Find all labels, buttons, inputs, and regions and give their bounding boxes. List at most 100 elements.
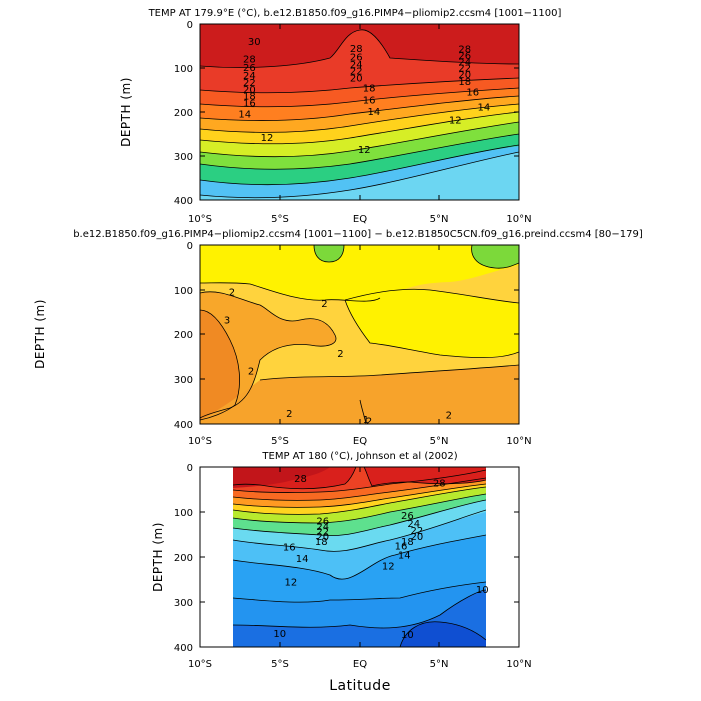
x-tick-label: 10°N — [506, 659, 531, 670]
panel-observed-temp-ylabel: DEPTH (m) — [151, 522, 165, 592]
y-tick-label: 100 — [174, 286, 193, 297]
contour-label: 2 — [366, 416, 372, 427]
panel-difference-y-axis: 0 100 200 300 400 DEPTH (m) — [33, 241, 519, 431]
contour-label: 20 — [350, 74, 363, 85]
contour-label: 10 — [476, 585, 489, 596]
contour-label: 24 — [316, 522, 329, 533]
contour-label: 20 — [458, 70, 471, 81]
x-tick-label: 10°S — [188, 436, 212, 447]
x-tick-label: 5°N — [430, 214, 449, 225]
contour-label: 18 — [363, 83, 376, 94]
x-tick-label: 10°S — [188, 214, 212, 225]
contour-label: 12 — [382, 562, 395, 573]
contour-label: 22 — [316, 527, 329, 538]
x-tick-label: 5°S — [271, 436, 289, 447]
y-tick-label: 0 — [187, 20, 193, 31]
panel-observed-temp-x-axis: 10°S 5°S EQ 5°N 10°N Latitude — [188, 467, 532, 694]
contour-label: 16 — [395, 541, 408, 552]
contour-label: 28 — [433, 478, 446, 489]
panel-observed-temp-contours — [233, 467, 486, 647]
panel-observed-temp-title: TEMP AT 180 (°C), Johnson et al (2002) — [261, 451, 457, 462]
contour-label: 24 — [458, 57, 471, 68]
panel-difference-title: b.e12.B1850.f09_g16.PIMP4−pliomip2.ccsm4… — [73, 229, 643, 240]
contour-label: 22 — [458, 64, 471, 75]
contour-label: 14 — [238, 110, 251, 121]
contour-label: 14 — [296, 554, 309, 565]
x-tick-label: 5°N — [430, 436, 449, 447]
panel-model-temp-y-axis: 0 100 200 300 400 DEPTH (m) — [119, 20, 519, 207]
y-tick-label: 200 — [174, 553, 193, 564]
contour-label: 1 — [363, 415, 369, 426]
contour-label: 3 — [224, 316, 230, 327]
contour-label: 26 — [316, 517, 329, 528]
x-axis-label: Latitude — [329, 678, 391, 694]
contour-label: 18 — [458, 77, 471, 88]
contour-label: 12 — [285, 578, 298, 589]
x-tick-label: 10°N — [506, 436, 531, 447]
panel-model-temp-field — [200, 24, 519, 200]
y-tick-label: 0 — [187, 241, 193, 252]
y-tick-label: 0 — [187, 463, 193, 474]
y-tick-label: 300 — [174, 375, 193, 386]
contour-label: 14 — [368, 107, 381, 118]
contour-label: 24 — [243, 71, 256, 82]
x-tick-label: 10°S — [188, 659, 212, 670]
contour-label: 2 — [229, 288, 235, 299]
contour-label: 22 — [350, 67, 363, 78]
contour-label: 16 — [283, 543, 296, 554]
contour-label: 2 — [321, 299, 327, 310]
x-tick-label: EQ — [353, 436, 367, 447]
contour-label: 2 — [337, 349, 343, 360]
contour-label: 10 — [273, 629, 286, 640]
y-tick-label: 200 — [174, 330, 193, 341]
contour-label: 16 — [363, 96, 376, 107]
panel-model-temp-title: TEMP AT 179.9°E (°C), b.e12.B1850.f09_g1… — [148, 8, 562, 19]
contour-label: 26 — [458, 51, 471, 62]
contour-label: 2 — [248, 367, 254, 378]
panel-model-temp-contours — [200, 29, 519, 200]
contour-label: 12 — [358, 145, 371, 156]
contour-label: 14 — [478, 103, 491, 114]
y-tick-label: 100 — [174, 64, 193, 75]
contour-label: 24 — [350, 60, 363, 71]
contour-label: 30 — [248, 37, 261, 48]
contour-label: 20 — [243, 85, 256, 96]
contour-label: 2 — [446, 411, 452, 422]
contour-label: 26 — [350, 53, 363, 64]
x-tick-label: 5°N — [430, 659, 449, 670]
panel-observed-temp: TEMP AT 180 (°C), Johnson et al (2002) — [151, 451, 532, 694]
y-tick-label: 400 — [174, 420, 193, 431]
contour-label: 20 — [411, 532, 424, 543]
contour-label: 26 — [243, 63, 256, 74]
panel-model-temp: TEMP AT 179.9°E (°C), b.e12.B1850.f09_g1… — [119, 8, 562, 225]
contour-label: 22 — [411, 526, 424, 537]
contour-label: 2 — [286, 409, 292, 420]
contour-label: 18 — [401, 537, 414, 548]
contour-label: 12 — [449, 115, 462, 126]
y-tick-label: 300 — [174, 152, 193, 163]
y-tick-label: 400 — [174, 643, 193, 654]
panel-difference-x-axis: 10°S 5°S EQ 5°N 10°N — [188, 245, 532, 447]
contour-label: 12 — [261, 133, 274, 144]
panel-difference-ylabel: DEPTH (m) — [33, 299, 47, 369]
contour-label: 18 — [243, 92, 256, 103]
y-tick-label: 400 — [174, 196, 193, 207]
y-tick-label: 300 — [174, 598, 193, 609]
contour-label: 28 — [294, 474, 307, 485]
contour-label: 28 — [243, 55, 256, 66]
x-tick-label: 5°S — [271, 659, 289, 670]
contour-label: 28 — [350, 44, 363, 55]
y-tick-label: 200 — [174, 108, 193, 119]
contour-label: 24 — [407, 519, 420, 530]
contour-label: 26 — [401, 511, 414, 522]
contour-label: 22 — [243, 78, 256, 89]
y-tick-label: 100 — [174, 508, 193, 519]
x-tick-label: 10°N — [506, 214, 531, 225]
panel-difference-field — [200, 245, 519, 424]
panel-model-temp-x-axis: 10°S 5°S EQ 5°N 10°N — [188, 24, 532, 225]
panel-observed-temp-field — [233, 467, 486, 647]
x-tick-label: 5°S — [271, 214, 289, 225]
